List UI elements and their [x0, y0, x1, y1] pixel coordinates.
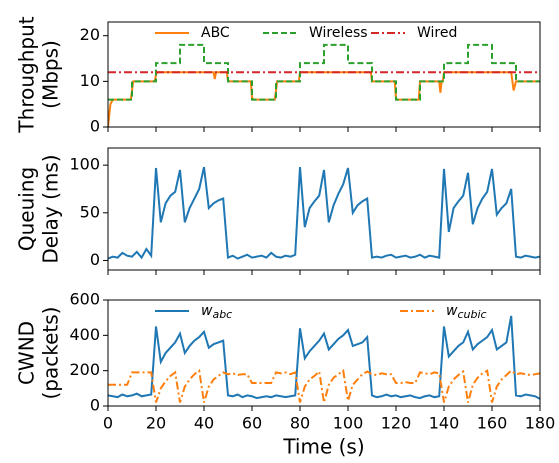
legend-name: w: [201, 303, 213, 319]
y-tick-label: 200: [69, 360, 100, 379]
legend-name: w: [446, 303, 458, 319]
y-axis-label: CWND: [15, 321, 39, 385]
x-tick-label: 20: [146, 414, 166, 433]
y-tick-label: 10: [80, 71, 100, 90]
y-tick-label: 400: [69, 325, 100, 344]
plot-frame: [107, 147, 541, 271]
series-line: [108, 71, 540, 127]
y-tick-label: 0: [90, 250, 100, 269]
x-tick-label: 180: [525, 414, 556, 433]
series-line: [108, 43, 540, 101]
legend-label: Wired: [417, 25, 457, 41]
legend-label: ABC: [201, 25, 230, 41]
legend-label: wabc: [201, 303, 232, 321]
legend-subscript: abc: [212, 308, 232, 321]
y-axis-label: Throughput: [15, 16, 39, 133]
x-tick-label: 0: [103, 414, 113, 433]
y-tick-label: 0: [90, 117, 100, 136]
legend-label: Wireless: [309, 25, 368, 41]
y-tick-label: 0: [90, 396, 100, 415]
series-line: [108, 368, 540, 403]
y-axis-label: (Mbps): [39, 40, 63, 109]
y-tick-label: 20: [80, 25, 100, 44]
y-axis-label: Delay (ms): [39, 154, 63, 263]
x-axis-label: Time (s): [282, 435, 364, 459]
x-tick-label: 100: [333, 414, 364, 433]
legend-name: ABC: [201, 25, 230, 41]
series-line: [108, 166, 540, 260]
x-tick-label: 120: [381, 414, 412, 433]
y-axis-label: Queuing: [15, 167, 39, 251]
x-tick-label: 60: [242, 414, 262, 433]
series-line: [108, 315, 540, 400]
x-tick-label: 160: [477, 414, 508, 433]
y-tick-label: 100: [69, 155, 100, 174]
y-tick-label: 50: [80, 202, 100, 221]
y-axis-label: (packets): [39, 307, 63, 400]
plot-frame: [107, 21, 541, 128]
legend-name: Wired: [417, 25, 457, 41]
legend-name: Wireless: [309, 25, 368, 41]
x-tick-label: 80: [290, 414, 310, 433]
x-tick-label: 40: [194, 414, 214, 433]
plot-frame: [107, 299, 541, 407]
y-tick-label: 600: [69, 290, 100, 309]
legend-label: wcubic: [446, 303, 487, 321]
x-tick-label: 140: [429, 414, 460, 433]
legend-subscript: cubic: [457, 308, 486, 321]
